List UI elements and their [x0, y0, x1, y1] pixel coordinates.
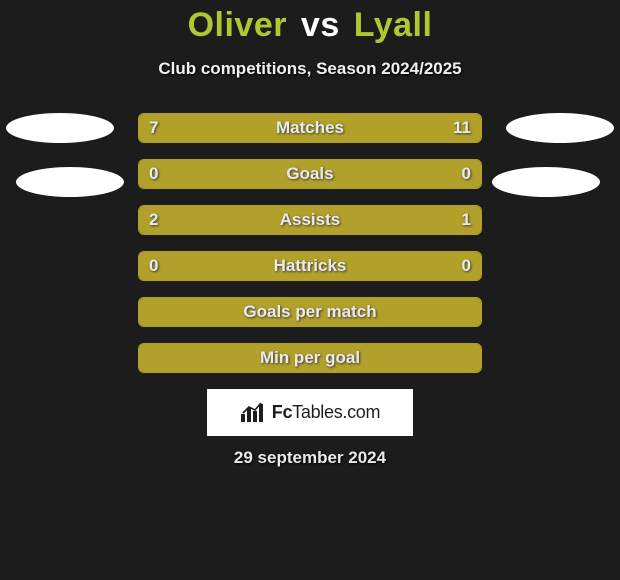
watermark: FcTables.com: [207, 389, 413, 436]
bars-zone: 711Matches 00Goals 21Assists 00Hattricks Goa…: [0, 113, 620, 373]
stat-fill-left: [139, 298, 481, 326]
stat-fill-right: [310, 252, 481, 280]
player-logo-placeholder: [6, 113, 114, 143]
stat-row: 711Matches: [138, 113, 482, 143]
stat-fill-left: [139, 114, 262, 142]
stat-fill-left: [139, 252, 310, 280]
watermark-brand-bold: Fc: [272, 402, 292, 422]
infographic-root: Oliver vs Lyall Club competitions, Seaso…: [0, 0, 620, 468]
stat-row: 21Assists: [138, 205, 482, 235]
stat-row: Min per goal: [138, 343, 482, 373]
stat-fill-right: [262, 114, 481, 142]
stat-fill-right: [365, 206, 481, 234]
subtitle: Club competitions, Season 2024/2025: [0, 59, 620, 79]
player-logo-placeholder: [506, 113, 614, 143]
stat-fill-left: [139, 206, 365, 234]
player1-name: Oliver: [188, 6, 287, 44]
stat-fill-left: [139, 160, 310, 188]
player2-name: Lyall: [354, 6, 433, 44]
stat-row: 00Hattricks: [138, 251, 482, 281]
stat-fill-right: [310, 160, 481, 188]
bars-logo-icon: [240, 402, 266, 424]
player-logo-placeholder: [16, 167, 124, 197]
watermark-brand: FcTables.com: [272, 402, 380, 423]
stat-row: 00Goals: [138, 159, 482, 189]
datestamp: 29 september 2024: [0, 448, 620, 468]
comparison-title: Oliver vs Lyall: [0, 6, 620, 45]
stat-fill-left: [139, 344, 481, 372]
player-logo-placeholder: [492, 167, 600, 197]
watermark-brand-rest: Tables.com: [292, 402, 380, 422]
stat-row: Goals per match: [138, 297, 482, 327]
vs-label: vs: [301, 6, 340, 44]
